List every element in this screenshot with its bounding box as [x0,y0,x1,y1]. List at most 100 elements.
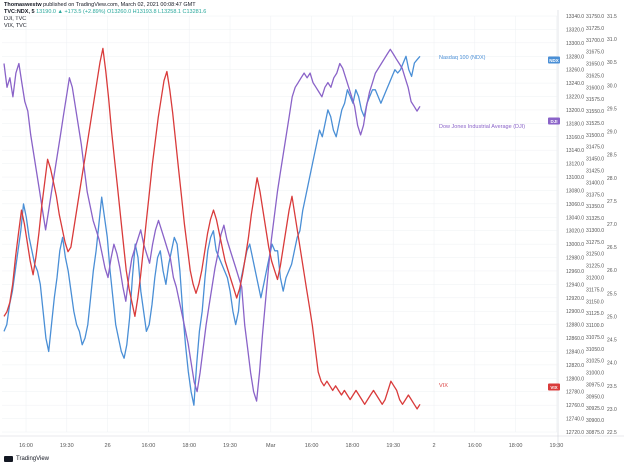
ndx-axis-label: 12740.0 [566,417,584,423]
dji-axis-label: 30900.0 [586,418,604,424]
ohlc-values: 13190.0 ▲ +173.5 (+2.89%) O13260.0 H1319… [36,9,207,15]
overlay-vix[interactable]: VIX, TVC [4,23,27,29]
publisher-name: Thomaswestw [4,2,42,8]
x-tick-label: 19:30 [550,443,564,449]
ndx-axis-label: 12980.0 [566,256,584,262]
dji-axis-label: 31000.0 [586,371,604,377]
vix-axis-label: 23.0 [607,407,617,413]
dji-axis-label: 31250.0 [586,252,604,258]
dji-axis-label: 30975.0 [586,382,604,388]
ndx-axis-label: 12780.0 [566,390,584,396]
vix-axis-label: 27.5 [607,199,617,205]
x-tick-label: 16:00 [19,443,33,449]
dji-axis-label: 31200.0 [586,275,604,281]
tradingview-logo[interactable]: TradingView [4,456,49,462]
ndx-series-line[interactable] [3,55,421,406]
dji-axis-label: 31125.0 [586,311,604,317]
dji-axis-label: 31575.0 [586,97,604,103]
dji-axis-label: 30950.0 [586,394,604,400]
ndx-axis-label: 13340.0 [566,14,584,20]
vix-axis-label: 31.0 [607,37,617,43]
dji-axis-label: 31100.0 [586,323,604,329]
ndx-axis-label: 12820.0 [566,363,584,369]
vix-axis-label: 29.0 [607,130,617,136]
vix-axis-label: 30.0 [607,83,617,89]
x-tick-label: 16:00 [142,443,156,449]
ndx-axis-label: 13300.0 [566,41,584,47]
dji-axis-label: 31300.0 [586,228,604,234]
ndx-series-label: Nasdaq 100 (NDX) [439,55,486,61]
ndx-axis-label: 12940.0 [566,282,584,288]
ndx-axis-label: 13240.0 [566,81,584,87]
dji-axis-label: 31325.0 [586,216,604,222]
ndx-axis-label: 12800.0 [566,376,584,382]
x-tick-label: 19:30 [386,443,400,449]
dji-axis-label: 31475.0 [586,145,604,151]
ndx-axis-label: 12880.0 [566,323,584,329]
ndx-axis-label: 13080.0 [566,188,584,194]
x-tick-label: 18:00 [182,443,196,449]
ndx-axis-label: 13100.0 [566,175,584,181]
ndx-axis-label: 13060.0 [566,202,584,208]
dji-axis-label: 31175.0 [586,287,604,293]
dji-axis-label: 31150.0 [586,299,604,305]
dji-axis-label: 31350.0 [586,204,604,210]
vix-axis-label: 23.5 [607,384,617,390]
dji-axis-label: 31400.0 [586,180,604,186]
dji-badge-text: DJI [550,119,557,124]
tradingview-brand: TradingView [16,456,50,462]
vix-axis-label: 24.5 [607,338,617,344]
ndx-axis-label: 13280.0 [566,54,584,60]
ndx-axis-label: 13160.0 [566,135,584,141]
dji-series-line[interactable] [3,48,421,402]
ndx-axis-label: 13180.0 [566,121,584,127]
dji-axis-label: 31500.0 [586,133,604,139]
ndx-axis-label: 13200.0 [566,108,584,114]
x-tick-label: 16:00 [305,443,319,449]
vix-axis-label: 26.5 [607,245,617,251]
vix-axis-label: 26.0 [607,268,617,274]
ndx-axis-label: 12720.0 [566,430,584,436]
dji-axis-label: 31600.0 [586,85,604,91]
vix-badge-text: VIX [550,385,557,390]
vix-series-line[interactable] [3,47,421,410]
ndx-axis-label: 12960.0 [566,269,584,275]
vix-axis-label: 24.0 [607,361,617,367]
dji-axis-label: 31725.0 [586,26,604,32]
ndx-axis-label: 12760.0 [566,403,584,409]
dji-axis-label: 31675.0 [586,50,604,56]
dji-axis-label: 31525.0 [586,121,604,127]
x-tick-label: 19:30 [60,443,74,449]
vix-axis-label: 22.5 [607,430,617,436]
x-tick-label: 18:00 [346,443,360,449]
dji-axis-label: 31375.0 [586,192,604,198]
dji-axis-label: 31025.0 [586,359,604,365]
ndx-axis-label: 13260.0 [566,68,584,74]
ndx-badge [548,56,560,64]
ndx-axis-label: 13320.0 [566,27,584,33]
vix-axis-label: 28.0 [607,176,617,182]
vix-axis-label: 27.0 [607,222,617,228]
vix-axis-label: 25.5 [607,291,617,297]
dji-series-label: Dow Jones Industrial Average (DJI) [439,124,525,130]
dji-axis-label: 31750.0 [586,14,604,20]
dji-axis-label: 31225.0 [586,264,604,270]
published-text: published on TradingView.com, March 02, … [43,2,196,8]
overlay-dji[interactable]: DJI, TVC [4,16,27,22]
vix-axis-label: 31.5 [607,14,617,20]
x-tick-label: 19:30 [223,443,237,449]
ndx-axis-label: 13020.0 [566,229,584,235]
dji-axis-label: 30925.0 [586,406,604,412]
ndx-badge-text: NDX [549,58,559,63]
ndx-axis-label: 12840.0 [566,349,584,355]
ndx-axis-label: 13000.0 [566,242,584,248]
dji-axis-label: 31550.0 [586,109,604,115]
dji-badge [548,117,560,125]
vix-badge [548,383,560,391]
vix-series-label: VIX [439,383,448,389]
symbol-line: TVC:NDX, 5 13190.0 ▲ +173.5 (+2.89%) O13… [4,9,564,16]
dji-axis-label: 31050.0 [586,347,604,353]
ndx-axis-label: 12860.0 [566,336,584,342]
chart-header: Thomaswestw published on TradingView.com… [4,2,564,30]
